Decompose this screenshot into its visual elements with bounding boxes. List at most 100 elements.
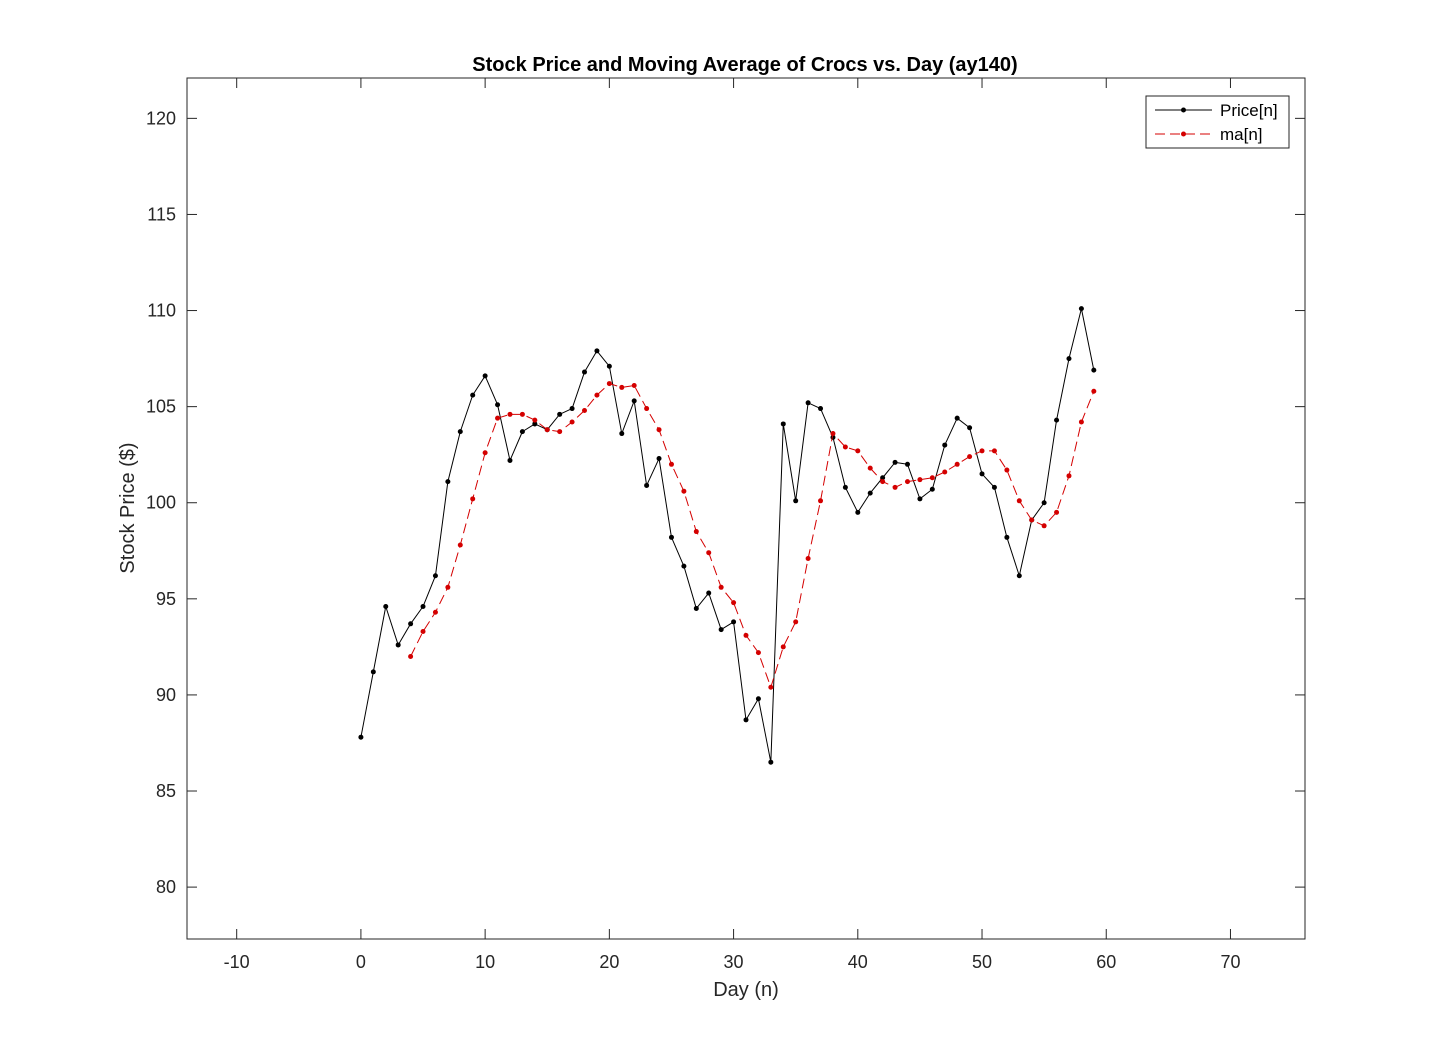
series-0-point [420, 604, 426, 610]
series-0-point [358, 734, 364, 740]
series-0-point [991, 484, 997, 490]
series-0-point [731, 619, 737, 625]
series-0-point [1054, 417, 1060, 423]
series-0-point [1004, 534, 1010, 540]
series-1-point [544, 427, 550, 433]
series-1-point [1004, 467, 1010, 473]
series-1-point [892, 484, 898, 490]
series-0-point [395, 642, 401, 648]
series-0-point [569, 406, 575, 412]
series-0-point [855, 509, 861, 515]
series-1-point [519, 411, 525, 417]
y-tick-label: 120 [146, 108, 176, 128]
series-1-point [557, 429, 563, 435]
series-1-point [594, 392, 600, 398]
series-0-point [1091, 367, 1097, 373]
series-0-point [519, 429, 525, 435]
series-1-point [606, 381, 612, 387]
axis-ticks: -10 0 10 20 30 40 50 60 70 80 85 90 95 100 105 110 115 12… [146, 78, 1305, 972]
x-tick-label: 30 [724, 952, 744, 972]
series-1-point [731, 600, 737, 606]
legend-label-price: Price[n] [1220, 101, 1278, 120]
series-0-point [917, 496, 923, 502]
legend-marker-ma [1181, 131, 1186, 137]
x-tick-label: 70 [1220, 952, 1240, 972]
y-tick-label: 115 [147, 204, 176, 224]
y-tick-label: 95 [156, 589, 176, 609]
series-1-point [619, 384, 625, 390]
series-1-point [842, 444, 848, 450]
series-0-point [383, 604, 389, 610]
series-0-point [470, 392, 476, 398]
series-0-point [482, 373, 488, 379]
series-1-point [432, 609, 438, 615]
series-1-point [904, 479, 910, 485]
series-layer [358, 306, 1097, 765]
series-1-point [743, 632, 749, 638]
series-1-point [793, 619, 799, 625]
series-1-point [780, 644, 786, 650]
series-1-point [991, 448, 997, 454]
series-0-point [1078, 306, 1084, 312]
series-0-point [954, 415, 960, 421]
legend-marker-price [1181, 107, 1186, 113]
series-0-point [594, 348, 600, 354]
series-0-point [755, 696, 761, 702]
series-1-point [942, 469, 948, 475]
series-0-point [619, 431, 625, 437]
series-0-point [557, 411, 563, 417]
y-tick-label: 90 [156, 685, 176, 705]
x-tick-label: 10 [475, 952, 495, 972]
series-0-point [582, 369, 588, 375]
series-1-point [830, 431, 836, 437]
series-0-point [942, 442, 948, 448]
series-0-point [532, 421, 538, 427]
series-1-point [1041, 523, 1047, 529]
series-0-point [768, 759, 774, 765]
series-0-point [507, 457, 513, 463]
series-0-point [668, 534, 674, 540]
series-0-point [929, 486, 935, 492]
x-tick-label: 0 [356, 952, 366, 972]
series-1-point [656, 427, 662, 433]
series-1-point [495, 415, 501, 421]
series-0-point [432, 573, 438, 579]
series-1-point [1054, 509, 1060, 515]
series-1-point [967, 454, 973, 460]
series-1-point [408, 653, 414, 659]
chart-title: Stock Price and Moving Average of Crocs … [472, 54, 1017, 76]
series-0-point [718, 627, 724, 633]
series-0-point [842, 484, 848, 490]
series-1-point [880, 479, 886, 485]
series-1-point [1091, 388, 1097, 394]
series-0-point [681, 563, 687, 569]
series-1-point [917, 477, 923, 483]
series-1-point [482, 450, 488, 456]
series-1-point [457, 542, 463, 548]
series-0-point [370, 669, 376, 675]
series-0-point [892, 459, 898, 465]
series-1-point [867, 465, 873, 471]
series-1-point [706, 550, 712, 556]
y-tick-label: 85 [156, 781, 176, 801]
series-1-point [532, 417, 538, 423]
series-1-point [1078, 419, 1084, 425]
series-0-point [904, 461, 910, 467]
x-tick-label: -10 [224, 952, 250, 972]
x-tick-label: 20 [599, 952, 619, 972]
series-0-point [445, 479, 451, 485]
series-0-point [656, 456, 662, 462]
series-1-point [979, 448, 985, 454]
series-0-point [867, 490, 873, 496]
series-0-point [967, 425, 973, 431]
series-1-point [805, 555, 811, 561]
series-0-point [706, 590, 712, 596]
series-1-point [420, 629, 426, 634]
series-1-point [755, 650, 761, 656]
x-tick-label: 60 [1096, 952, 1116, 972]
x-tick-label: 40 [848, 952, 868, 972]
series-1-point [1016, 498, 1022, 504]
series-0-point [693, 605, 699, 611]
series-line-0 [360, 308, 1095, 763]
series-1-point [929, 475, 935, 481]
